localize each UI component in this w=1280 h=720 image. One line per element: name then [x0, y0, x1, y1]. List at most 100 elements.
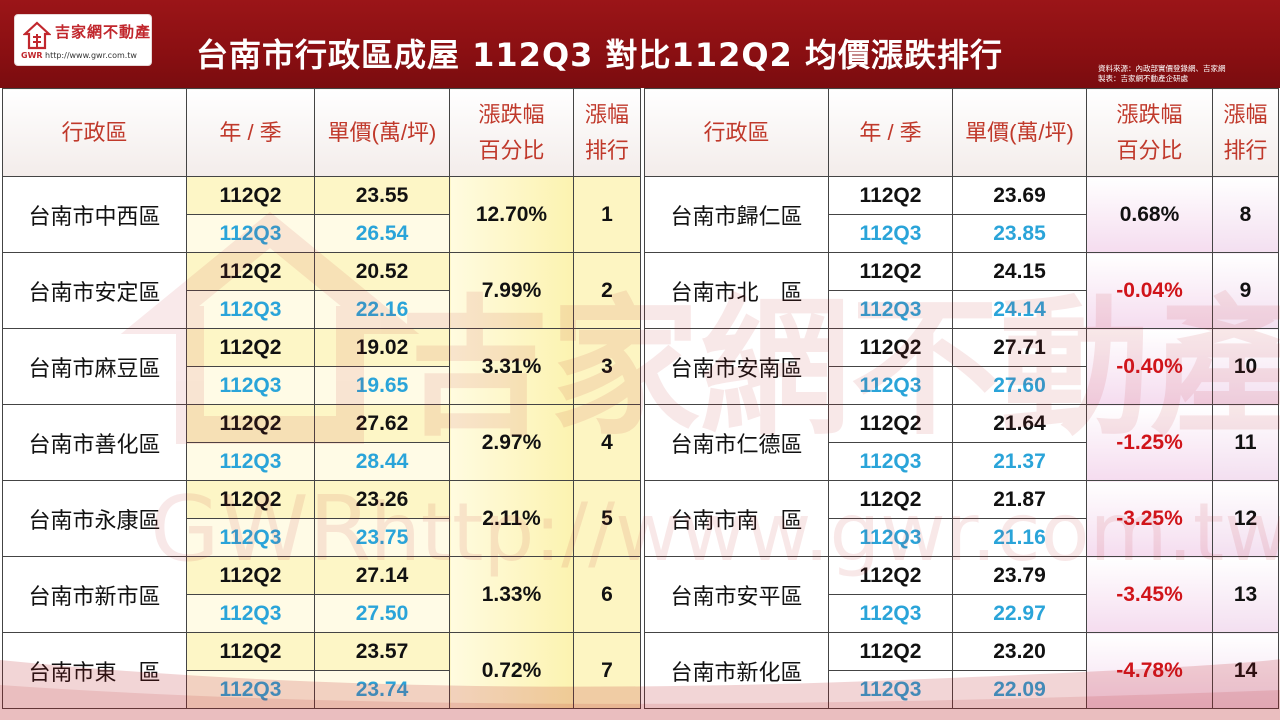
district-name: 台南市東 區: [2, 632, 187, 709]
table-row: 台南市東 區 112Q2 23.57 0.72% 7: [2, 632, 641, 709]
unit-price-q3: 23.75: [314, 518, 450, 557]
unit-price-q3: 26.54: [314, 214, 450, 253]
change-percent: 0.72%: [449, 632, 574, 709]
unit-price-q2: 21.64: [952, 404, 1087, 443]
source-line-2: 製表：吉家網不動產企研處: [1098, 74, 1188, 83]
table-row: 112Q3 23.74: [3, 670, 641, 709]
unit-price-q2: 20.52: [314, 252, 450, 291]
table-row: 台南市中西區 112Q2 23.55 12.70% 1: [2, 176, 641, 253]
period-label-q3: 112Q3: [186, 214, 315, 253]
period-label-q2: 112Q2: [186, 252, 315, 291]
rank-value: 10: [1212, 328, 1279, 405]
table-row: 112Q3 28.44: [3, 442, 641, 481]
unit-price-q2: 23.26: [314, 480, 450, 519]
rank-value: 12: [1212, 480, 1279, 557]
table-row: 112Q3 21.16: [645, 518, 1279, 557]
col-period-header: 年 / 季: [828, 88, 953, 177]
unit-price-q2: 23.57: [314, 632, 450, 671]
district-name: 台南市歸仁區: [644, 176, 829, 253]
table-row: 112Q3 21.37: [645, 442, 1279, 481]
period-label-q2: 112Q2: [828, 252, 953, 291]
rank-value: 3: [573, 328, 641, 405]
col-period-header: 年 / 季: [186, 88, 315, 177]
unit-price-q3: 28.44: [314, 442, 450, 481]
unit-price-q2: 23.20: [952, 632, 1087, 671]
table-row: 112Q3 26.54: [3, 214, 641, 253]
unit-price-q2: 27.14: [314, 556, 450, 595]
change-percent: 7.99%: [449, 252, 574, 329]
table-header-row: 行政區 年 / 季 單價(萬/坪) 漲跌幅 百分比 漲幅 排行: [2, 88, 641, 177]
unit-price-q2: 23.69: [952, 176, 1087, 215]
period-label-q2: 112Q2: [828, 176, 953, 215]
district-name: 台南市安定區: [2, 252, 187, 329]
period-label-q2: 112Q2: [186, 176, 315, 215]
period-label-q3: 112Q3: [828, 670, 953, 709]
unit-price-q2: 21.87: [952, 480, 1087, 519]
unit-price-q2: 27.62: [314, 404, 450, 443]
unit-price-q3: 22.09: [952, 670, 1087, 709]
table-row: 台南市仁德區 112Q2 21.64 -1.25% 11: [644, 404, 1279, 481]
table-row: 台南市北 區 112Q2 24.15 -0.04% 9: [644, 252, 1279, 329]
unit-price-q3: 22.97: [952, 594, 1087, 633]
change-percent: -4.78%: [1086, 632, 1213, 709]
brand-name: 吉家網不動產: [55, 23, 152, 41]
period-label-q3: 112Q3: [828, 290, 953, 329]
unit-price-q3: 27.60: [952, 366, 1087, 405]
rank-value: 8: [1212, 176, 1279, 253]
brand-url: http://www.gwr.com.tw: [45, 51, 137, 60]
rank-value: 4: [573, 404, 641, 481]
period-label-q2: 112Q2: [828, 480, 953, 519]
period-label-q3: 112Q3: [186, 290, 315, 329]
period-label-q2: 112Q2: [828, 632, 953, 671]
period-label-q3: 112Q3: [186, 442, 315, 481]
unit-price-q2: 23.79: [952, 556, 1087, 595]
period-label-q3: 112Q3: [828, 594, 953, 633]
period-label-q3: 112Q3: [186, 366, 315, 405]
rank-value: 1: [573, 176, 641, 253]
rank-value: 11: [1212, 404, 1279, 481]
rank-value: 9: [1212, 252, 1279, 329]
unit-price-q3: 23.85: [952, 214, 1087, 253]
table-row: 112Q3 27.50: [3, 594, 641, 633]
period-label-q2: 112Q2: [186, 328, 315, 367]
period-label-q3: 112Q3: [828, 366, 953, 405]
rank-value: 6: [573, 556, 641, 633]
change-percent: 1.33%: [449, 556, 574, 633]
table-row: 112Q3 23.85: [645, 214, 1279, 253]
table-row: 112Q3 23.75: [3, 518, 641, 557]
district-name: 台南市安平區: [644, 556, 829, 633]
table-row: 112Q3 22.97: [645, 594, 1279, 633]
period-label-q2: 112Q2: [186, 404, 315, 443]
table-row: 台南市安平區 112Q2 23.79 -3.45% 13: [644, 556, 1279, 633]
header-bar: 吉家網不動產 GWR http://www.gwr.com.tw 台南市行政區成…: [0, 0, 1280, 88]
unit-price-q3: 24.14: [952, 290, 1087, 329]
table-row: 台南市安南區 112Q2 27.71 -0.40% 10: [644, 328, 1279, 405]
col-rank-header: 漲幅 排行: [1212, 88, 1279, 177]
period-label-q2: 112Q2: [186, 480, 315, 519]
table-row: 台南市安定區 112Q2 20.52 7.99% 2: [2, 252, 641, 329]
unit-price-q3: 21.37: [952, 442, 1087, 481]
change-percent: 2.97%: [449, 404, 574, 481]
table-header-row: 行政區 年 / 季 單價(萬/坪) 漲跌幅 百分比 漲幅 排行: [644, 88, 1279, 177]
rank-value: 2: [573, 252, 641, 329]
period-label-q3: 112Q3: [828, 442, 953, 481]
period-label-q2: 112Q2: [828, 556, 953, 595]
brand-gwr: GWR: [21, 51, 43, 60]
table-row: 台南市麻豆區 112Q2 19.02 3.31% 3: [2, 328, 641, 405]
period-label-q3: 112Q3: [828, 214, 953, 253]
table-row: 112Q3 19.65: [3, 366, 641, 405]
district-name: 台南市北 區: [644, 252, 829, 329]
rank-value: 13: [1212, 556, 1279, 633]
ranking-table-right: 行政區 年 / 季 單價(萬/坪) 漲跌幅 百分比 漲幅 排行 台南市歸仁區 112Q…: [644, 88, 1279, 709]
col-district-header: 行政區: [2, 88, 187, 177]
period-label-q3: 112Q3: [186, 670, 315, 709]
district-name: 台南市南 區: [644, 480, 829, 557]
ranking-table-left: 行政區 年 / 季 單價(萬/坪) 漲跌幅 百分比 漲幅 排行 台南市中西區 112Q…: [2, 88, 641, 709]
district-name: 台南市安南區: [644, 328, 829, 405]
table-row: 台南市新市區 112Q2 27.14 1.33% 6: [2, 556, 641, 633]
table-row: 112Q3 22.09: [645, 670, 1279, 709]
district-name: 台南市新市區: [2, 556, 187, 633]
table-row: 台南市新化區 112Q2 23.20 -4.78% 14: [644, 632, 1279, 709]
unit-price-q3: 21.16: [952, 518, 1087, 557]
period-label-q2: 112Q2: [186, 556, 315, 595]
